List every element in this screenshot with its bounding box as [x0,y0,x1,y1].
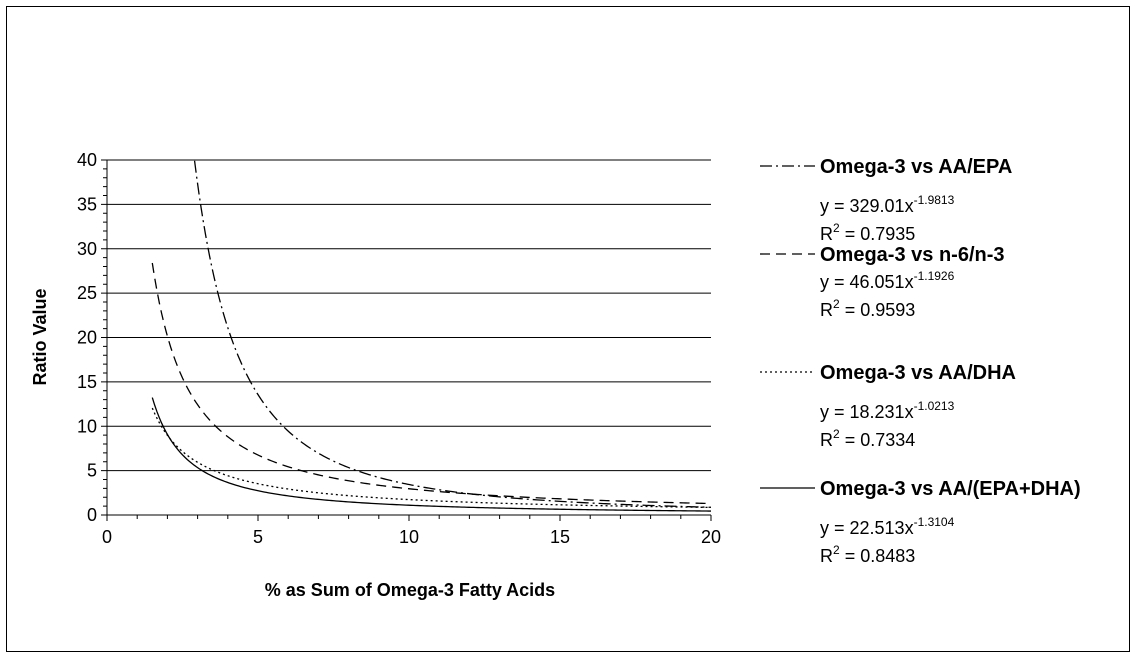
trend-equation: y = 22.513x-1.3104 [820,515,955,538]
grid-lines [107,159,711,472]
x-tick-label: 5 [253,527,263,547]
series-lines [151,160,712,512]
x-tick-label: 0 [102,527,112,547]
y-tick-label: 5 [87,461,97,481]
series-line-2 [151,262,712,505]
r-squared: R2 = 0.7334 [820,427,915,450]
y-tick-label: 15 [77,372,97,392]
series-line-1 [193,160,712,508]
y-tick-label: 10 [77,416,97,436]
legend-label: Omega-3 vs n-6/n-3 [820,244,1005,266]
y-axis-title: Ratio Value [30,288,50,385]
legend: Omega-3 vs AA/EPA y = 329.01x-1.9813 R2 = … [760,156,1081,566]
r-squared: R2 = 0.9593 [820,297,915,320]
y-tick-label: 25 [77,283,97,303]
r-squared: R2 = 0.7935 [820,221,915,244]
y-tick-label: 20 [77,328,97,348]
trend-equation: y = 46.051x-1.1926 [820,269,955,292]
x-tick-label: 20 [701,527,721,547]
x-axis-title: % as Sum of Omega-3 Fatty Acids [265,580,555,600]
x-tick-label: 15 [550,527,570,547]
x-tick-label: 10 [399,527,419,547]
legend-label: Omega-3 vs AA/DHA [820,362,1016,384]
series-line-3 [151,407,712,509]
legend-label: Omega-3 vs AA/EPA [820,156,1012,178]
series-line-4 [151,397,712,512]
trend-equation: y = 18.231x-1.0213 [820,399,955,422]
y-tick-label: 35 [77,194,97,214]
y-tick-label: 40 [77,150,97,170]
ticks: 0 5 10 15 20 25 30 35 40 0 5 10 15 20 [77,150,721,547]
r-squared: R2 = 0.8483 [820,543,915,566]
y-tick-label: 30 [77,239,97,259]
chart-frame [6,6,1130,652]
y-tick-label: 0 [87,505,97,525]
trend-equation: y = 329.01x-1.9813 [820,193,955,216]
legend-label: Omega-3 vs AA/(EPA+DHA) [820,478,1081,500]
